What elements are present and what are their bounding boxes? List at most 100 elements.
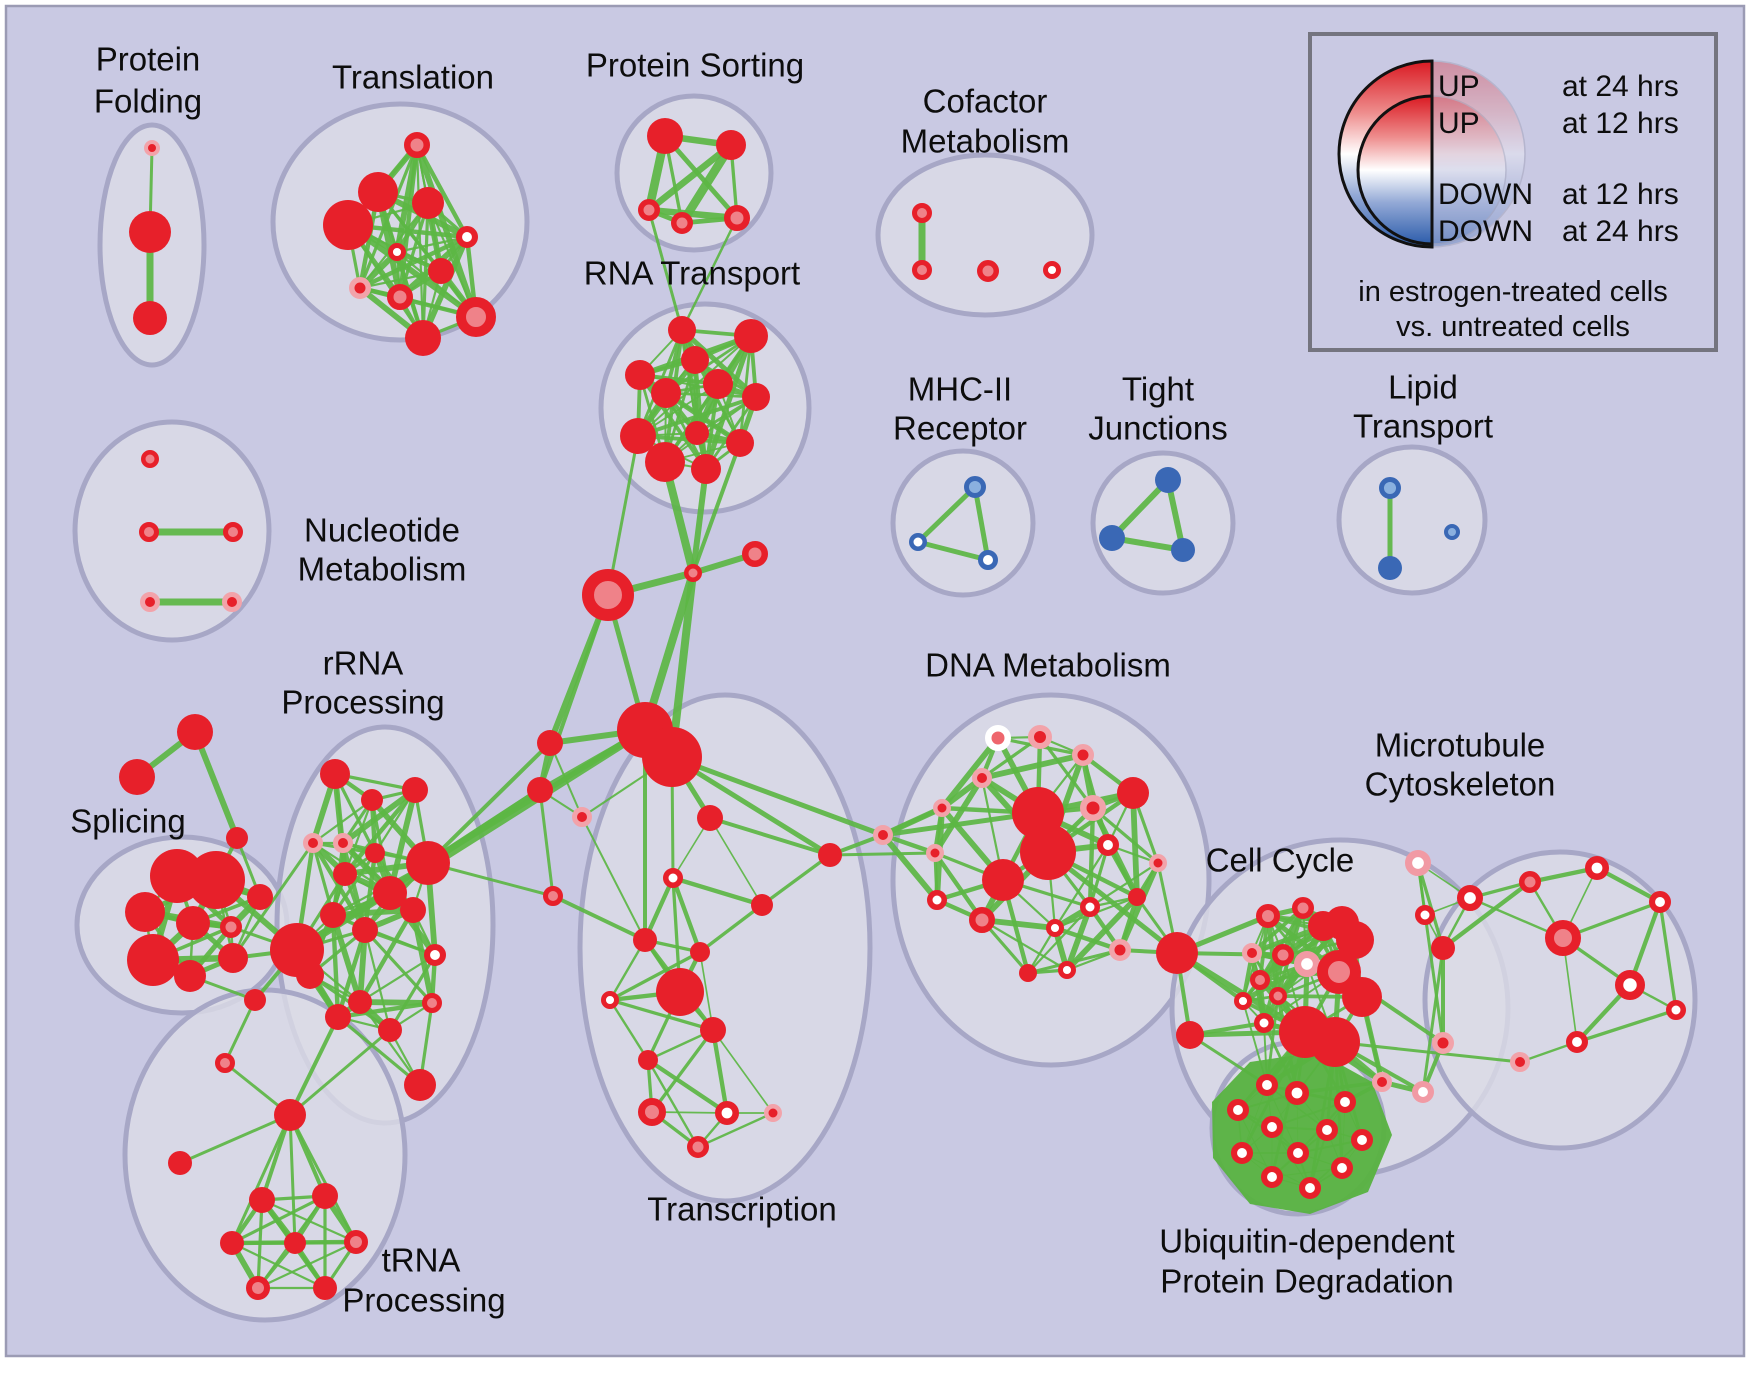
edge (1250, 906, 1305, 955)
gene-node-sp8 (247, 884, 273, 910)
gene-node-dm2 (1028, 725, 1052, 749)
gene-node-t8 (349, 277, 371, 299)
edge (638, 373, 708, 471)
gene-node-rr5 (333, 833, 353, 853)
cluster-label-trna-processing-line1: Processing (342, 1282, 505, 1319)
gene-node-t1 (404, 132, 430, 158)
cluster-label-rna-transport-line0: RNA Transport (584, 255, 800, 292)
gene-node-rr20 (400, 897, 426, 923)
gene-node-tj2 (1099, 525, 1125, 551)
gene-node-cc20 (1372, 1072, 1392, 1092)
edge (1416, 861, 1445, 950)
gene-node-tx4 (690, 942, 710, 962)
gene-node-rt4 (625, 360, 655, 390)
cluster-ellipse-mhc-ii-receptor (890, 448, 1036, 598)
edge (972, 484, 991, 563)
edge (336, 1015, 422, 1087)
edge (608, 998, 650, 1062)
edge (699, 951, 714, 1031)
gene-node-ub1 (1227, 1099, 1250, 1122)
edge (677, 140, 736, 228)
edge (1038, 735, 1095, 810)
edge (538, 593, 610, 792)
gene-node-dm5 (933, 799, 951, 817)
gene-node-tp3 (220, 1231, 244, 1255)
gene-node-cc12 (1336, 921, 1374, 959)
cluster-label-cell-cycle-line0: Cell Cycle (1206, 842, 1355, 879)
cluster-label-mhc-ii-receptor-line0: MHC-II (908, 371, 1012, 408)
edge (710, 1027, 730, 1116)
gene-node-sp5 (220, 916, 242, 938)
gene-node-tn2 (215, 1053, 235, 1073)
gene-node-rt3 (681, 346, 709, 374)
gene-node-ub9 (1299, 1177, 1322, 1200)
edge (231, 841, 315, 960)
gene-node-mt3 (1415, 905, 1435, 925)
gene-node-cc6 (1250, 970, 1270, 990)
edge (703, 333, 754, 472)
edge (330, 912, 341, 1020)
edge (669, 754, 886, 838)
cluster-ellipse-transcription (577, 692, 873, 1204)
gene-node-sp4 (176, 906, 210, 940)
edge (1026, 948, 1122, 975)
gene-node-cf4 (1042, 261, 1061, 280)
gene-node-ps4 (671, 212, 693, 234)
gene-node-ub6 (1287, 1142, 1310, 1165)
gene-node-tr1 (177, 714, 213, 750)
edge (1053, 843, 1110, 930)
gene-node-tx1 (697, 805, 723, 831)
cluster-ellipse-tight-junctions (1090, 450, 1236, 596)
gene-node-nm2 (139, 522, 159, 542)
gene-node-rt9 (620, 418, 656, 454)
gene-node-tp6 (246, 1276, 270, 1300)
gene-node-cc8 (1233, 991, 1252, 1010)
gene-node-cf1 (912, 203, 932, 223)
edge (760, 853, 832, 907)
edge (670, 875, 703, 955)
gene-node-rt5 (703, 369, 733, 399)
edge (330, 912, 363, 1005)
gene-node-dm18 (1080, 897, 1100, 917)
edge (1088, 861, 1160, 909)
cluster-label-dna-metabolism-line0: DNA Metabolism (925, 647, 1171, 684)
edge (230, 1194, 327, 1245)
edge (363, 928, 392, 1032)
gene-node-tx8 (638, 1050, 658, 1070)
cluster-label-rrna-processing-line1: Processing (281, 684, 444, 721)
gene-node-cc17 (1256, 1074, 1279, 1097)
gene-node-cc7 (1269, 987, 1287, 1005)
edge (1064, 904, 1093, 973)
edge (357, 999, 435, 1006)
cluster-label-microtubule-cytoskeleton-line1: Cytoskeleton (1365, 766, 1556, 803)
gene-node-mt5 (1519, 871, 1541, 893)
edge (420, 234, 470, 341)
edge (650, 1028, 715, 1114)
gene-node-ch3 (582, 569, 634, 621)
legend-down-12-label: DOWN (1438, 178, 1533, 211)
gene-node-nm5 (222, 592, 242, 612)
gene-node-pf1 (144, 140, 160, 156)
gene-node-tr2 (119, 759, 155, 795)
gene-node-cc2 (1292, 897, 1314, 919)
gene-node-rr6 (365, 843, 385, 863)
legend-up-12-time: at 12 hrs (1562, 107, 1679, 140)
gene-node-tx5 (633, 928, 657, 952)
legend-down-12-time: at 12 hrs (1562, 178, 1679, 211)
gene-node-tp5 (344, 1230, 368, 1254)
cluster-label-microtubule-cytoskeleton-line0: Microtubule (1375, 727, 1546, 764)
gene-node-rr19 (404, 1069, 436, 1101)
edge (1091, 806, 1160, 865)
edge (178, 1113, 292, 1165)
gene-node-dm13 (1149, 854, 1167, 872)
gene-node-dm1 (985, 725, 1011, 751)
gene-node-ub5 (1231, 1142, 1254, 1165)
edge (357, 234, 470, 291)
edge (1087, 805, 1096, 910)
legend-up-12-label: UP (1438, 107, 1480, 140)
gene-node-cc19 (1334, 1091, 1357, 1114)
gene-node-rt6 (651, 378, 681, 408)
gene-node-mt7 (1649, 891, 1672, 914)
gene-node-mt10 (1566, 1031, 1589, 1054)
